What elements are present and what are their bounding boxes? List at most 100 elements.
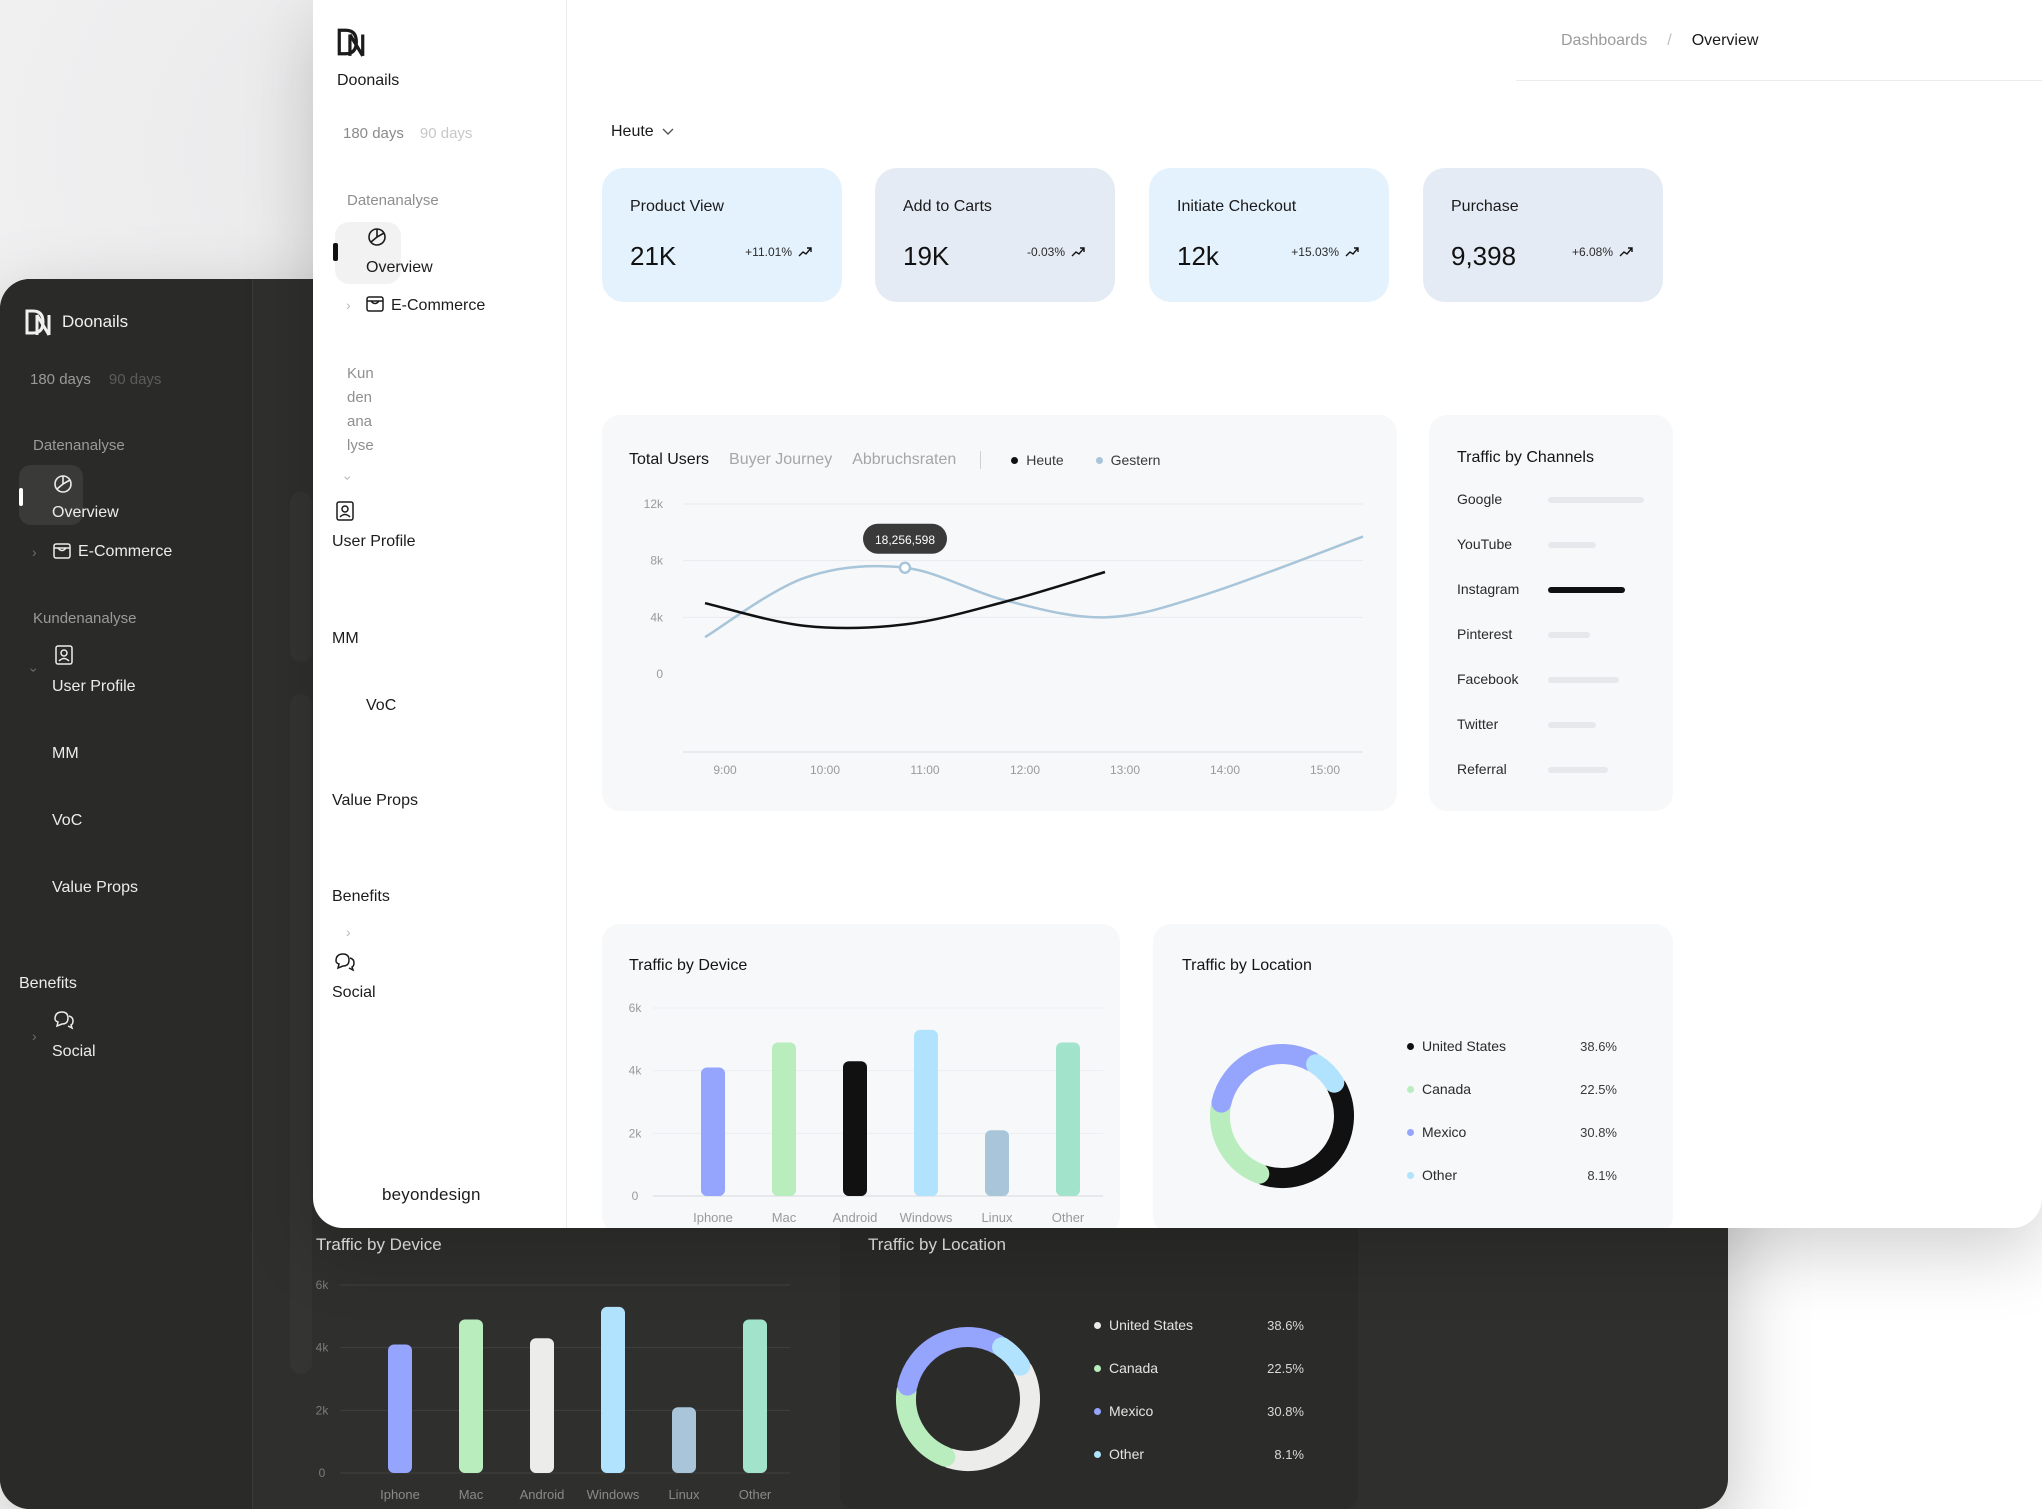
- kpi-label: Purchase: [1451, 198, 1519, 215]
- x-tick-label: Windows: [587, 1487, 640, 1502]
- nav-mm[interactable]: MM: [332, 630, 359, 647]
- x-tick-label: 9:00: [713, 763, 737, 777]
- x-tick-label: Mac: [459, 1487, 484, 1502]
- tab-180-days[interactable]: 180 days: [30, 371, 91, 388]
- nav-user-profile[interactable]: User Profile: [332, 533, 416, 550]
- location-row: Mexico 30.8%: [1407, 1124, 1617, 1140]
- kpi-card[interactable]: Product View 21K +11.01%: [602, 168, 842, 302]
- nav-mm[interactable]: MM: [52, 745, 79, 762]
- x-tick-label: Other: [739, 1487, 772, 1502]
- chevron-down-icon[interactable]: ›: [340, 475, 357, 481]
- active-indicator: [333, 243, 338, 261]
- brand-name: Doonails: [62, 312, 129, 331]
- section-datenanalyse: Datenanalyse: [33, 437, 125, 454]
- pie-chart-icon: [368, 228, 386, 246]
- tab-90-days[interactable]: 90 days: [419, 125, 473, 142]
- chevron-right-icon[interactable]: ›: [346, 924, 351, 940]
- kpi-value: 9,398: [1451, 241, 1517, 271]
- location-pct: 38.6%: [1580, 1038, 1617, 1054]
- donut-slice-mexico[interactable]: [1211, 1044, 1322, 1113]
- kpi-card[interactable]: Initiate Checkout 12k +15.03%: [1149, 168, 1389, 302]
- chevron-right-icon[interactable]: ›: [32, 1028, 37, 1044]
- x-tick-label: Iphone: [380, 1487, 420, 1502]
- bar-other[interactable]: [743, 1319, 767, 1473]
- legend-dot: [1094, 1364, 1101, 1372]
- kpi-card[interactable]: Add to Carts 19K -0.03%: [875, 168, 1115, 302]
- tabs-divider: [980, 451, 982, 469]
- breadcrumb: Dashboards / Overview: [1561, 32, 1758, 50]
- nav-voc[interactable]: VoC: [52, 812, 83, 829]
- donut-slice-other[interactable]: [1306, 1054, 1345, 1093]
- section-kundenanalyse: Kundenanalyse: [33, 610, 137, 627]
- nav-value-props[interactable]: Value Props: [52, 879, 138, 896]
- bar-linux[interactable]: [985, 1130, 1009, 1196]
- location-name: Canada: [1109, 1360, 1159, 1376]
- breadcrumb-parent[interactable]: Dashboards: [1561, 32, 1648, 49]
- donut-slice-canada[interactable]: [1210, 1097, 1270, 1184]
- hover-point[interactable]: [898, 561, 912, 574]
- bar-android[interactable]: [530, 1338, 554, 1473]
- nav-benefits[interactable]: Benefits: [332, 888, 390, 905]
- legend-dot: [1095, 456, 1103, 464]
- donut-slice-united-states[interactable]: [1254, 1077, 1354, 1188]
- x-tick-label: 14:00: [1210, 763, 1240, 777]
- nav-benefits[interactable]: Benefits: [19, 975, 77, 992]
- nav-value-props[interactable]: Value Props: [332, 792, 418, 809]
- channel-name: Referral: [1457, 761, 1507, 777]
- donut-slice-canada[interactable]: [896, 1380, 956, 1467]
- y-tick-label: 4k: [650, 610, 664, 624]
- chat-icon: [54, 1011, 74, 1030]
- bar-android[interactable]: [843, 1061, 867, 1196]
- brand-name: Doonails: [337, 72, 400, 89]
- channel-bar: [1548, 767, 1608, 773]
- bar-windows[interactable]: [914, 1029, 938, 1196]
- nav-ecommerce[interactable]: E-Commerce: [391, 297, 486, 314]
- dark-card-edge: [290, 694, 312, 1374]
- date-filter-dropdown[interactable]: Heute: [611, 123, 674, 141]
- y-tick-label: 0: [319, 1466, 326, 1480]
- nav-social[interactable]: Social: [52, 1043, 96, 1060]
- tab-90-days[interactable]: 90 days: [108, 371, 162, 388]
- channel-name: Pinterest: [1457, 626, 1513, 642]
- chevron-down-icon[interactable]: ›: [26, 667, 43, 673]
- legend-dot: [1407, 1042, 1414, 1050]
- tab-180-days[interactable]: 180 days: [343, 125, 404, 142]
- location-row: Other 8.1%: [1094, 1446, 1304, 1462]
- chevron-right-icon[interactable]: ›: [32, 544, 37, 560]
- donut-slice-other[interactable]: [992, 1337, 1031, 1376]
- total-users-card: [602, 415, 1397, 811]
- nav-social[interactable]: Social: [332, 984, 376, 1001]
- channel-bar: [1548, 632, 1590, 638]
- bar-mac[interactable]: [772, 1042, 796, 1196]
- traffic-channels-title: Traffic by Channels: [1457, 449, 1594, 466]
- nav-overview[interactable]: Overview: [52, 504, 119, 521]
- donut-slice-mexico[interactable]: [897, 1327, 1008, 1396]
- location-name: Mexico: [1422, 1124, 1467, 1140]
- legend-dot: [1407, 1171, 1414, 1179]
- bar-other[interactable]: [1056, 1042, 1080, 1196]
- chevron-right-icon[interactable]: ›: [346, 297, 351, 313]
- kpi-delta-value: +15.03%: [1291, 245, 1339, 259]
- trend-up-icon: [1345, 247, 1359, 257]
- legend-dot: [1094, 1321, 1101, 1329]
- y-tick-label: 0: [656, 667, 663, 681]
- tab-total-users[interactable]: Total Users: [629, 451, 710, 468]
- nav-overview[interactable]: Overview: [366, 259, 433, 276]
- section-datenanalyse: Datenanalyse: [347, 192, 439, 209]
- bar-iphone[interactable]: [701, 1067, 725, 1196]
- tab-abbruchsraten[interactable]: Abbruchsraten: [852, 451, 957, 468]
- dark-location-donut: [896, 1327, 1040, 1471]
- section-word-part: ana: [347, 413, 373, 430]
- nav-voc[interactable]: VoC: [366, 697, 397, 714]
- bar-iphone[interactable]: [388, 1344, 412, 1473]
- bar-linux[interactable]: [672, 1407, 696, 1473]
- bar-windows[interactable]: [601, 1306, 625, 1473]
- nav-user-profile[interactable]: User Profile: [52, 678, 136, 695]
- kpi-card[interactable]: Purchase 9,398 +6.08%: [1423, 168, 1663, 302]
- tab-buyer-journey[interactable]: Buyer Journey: [729, 451, 833, 468]
- location-pct: 8.1%: [1587, 1167, 1617, 1183]
- bar-mac[interactable]: [459, 1319, 483, 1473]
- donut-slice-united-states[interactable]: [940, 1360, 1040, 1471]
- nav-ecommerce[interactable]: E-Commerce: [78, 543, 173, 560]
- x-tick-label: 11:00: [910, 763, 939, 777]
